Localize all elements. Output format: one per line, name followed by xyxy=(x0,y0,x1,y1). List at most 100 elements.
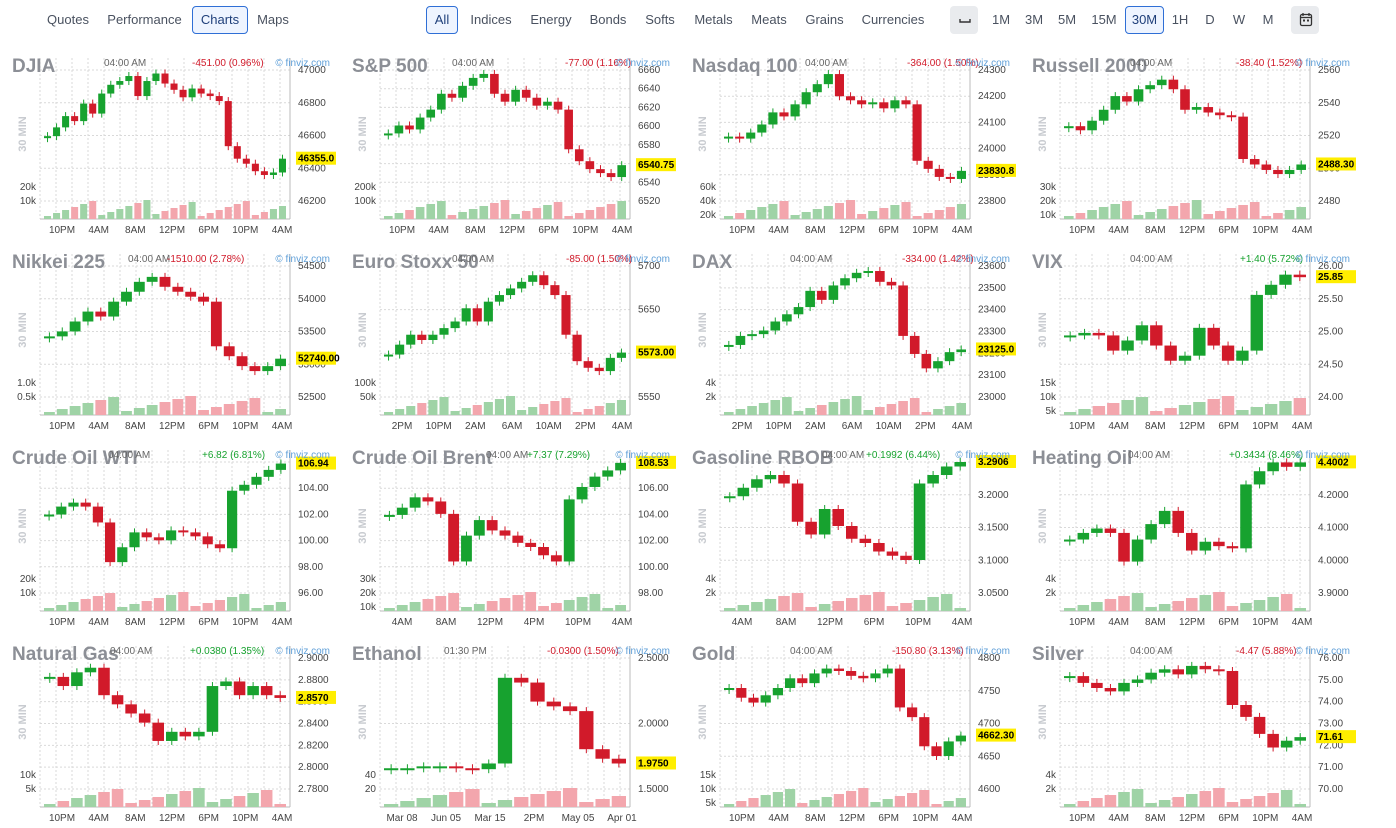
price-chart[interactable]: 4800 4750 4700 4650 4600 15k 10k 5k 10PM 4AM 8AM 12… xyxy=(680,632,1020,828)
timeframe-m[interactable]: M xyxy=(1262,12,1274,27)
chart-title[interactable]: VIX xyxy=(1032,252,1063,273)
price-chart[interactable]: 66606640662066006580656065406520200k100k… xyxy=(340,44,680,240)
volume-tick-label: 10k xyxy=(1040,210,1057,221)
chart-title[interactable]: Gold xyxy=(692,644,736,665)
chart-panel[interactable]: 24300242002410024000239002380060k40k20k1… xyxy=(680,44,1020,240)
brand-link[interactable]: © finviz.com xyxy=(955,450,1010,461)
brand-link[interactable]: © finviz.com xyxy=(615,58,670,69)
group-indices[interactable]: Indices xyxy=(470,12,512,27)
brand-link[interactable]: © finviz.com xyxy=(1295,450,1350,461)
group-all[interactable]: All xyxy=(426,6,458,34)
y-tick-label: 96.00 xyxy=(298,588,323,599)
group-bonds[interactable]: Bonds xyxy=(589,12,627,27)
chart-panel[interactable]: 106.00104.00102.00100.0098.0096.0020k10k… xyxy=(0,436,340,632)
chart-title[interactable]: DAX xyxy=(692,252,733,273)
tab-charts[interactable]: Charts xyxy=(192,6,248,34)
price-chart[interactable]: 2.90002.88002.86002.84002.82002.80002.78… xyxy=(0,632,340,828)
tab-performance[interactable]: Performance xyxy=(107,12,182,27)
chart-panel[interactable]: 4.30004.20004.10004.00003.90004k2k10PM4A… xyxy=(1020,436,1360,632)
brand-link[interactable]: © finviz.com xyxy=(275,254,330,265)
group-softs[interactable]: Softs xyxy=(645,12,675,27)
chart-panel[interactable]: 76.00 75.00 74.00 73.00 72.00 71.00 70.00 4k 2k 1… xyxy=(1020,632,1360,828)
price-chart[interactable]: 5700565056005550100k50k2PM10PM2AM6AM10AM… xyxy=(340,240,680,436)
group-metals[interactable]: Metals xyxy=(694,12,733,27)
brand-link[interactable]: © finviz.com xyxy=(1295,58,1350,69)
chart-title[interactable]: Gasoline RBOB xyxy=(692,448,834,469)
tab-maps[interactable]: Maps xyxy=(257,12,289,27)
candle xyxy=(956,170,966,179)
brand-link[interactable]: © finviz.com xyxy=(1295,646,1350,657)
chart-title[interactable]: Natural Gas xyxy=(12,644,119,665)
chart-panel[interactable]: 54500 54000 53500 53000 52500 1.0k 0.5k 10PM 4AM… xyxy=(0,240,340,436)
price-chart[interactable]: 26.00 25.50 25.00 24.50 24.00 15k 10k 5k 10PM 4AM… xyxy=(1020,240,1360,436)
chart-title[interactable]: Euro Stoxx 50 xyxy=(352,252,479,273)
brand-link[interactable]: © finviz.com xyxy=(955,254,1010,265)
candle xyxy=(1131,679,1144,683)
chart-panel[interactable]: 26.00 25.50 25.00 24.50 24.00 15k 10k 5k 10PM 4AM… xyxy=(1020,240,1360,436)
timeframe-d[interactable]: D xyxy=(1205,12,1215,27)
brand-link[interactable]: © finviz.com xyxy=(275,646,330,657)
price-chart[interactable]: 76.00 75.00 74.00 73.00 72.00 71.00 70.00 4k 2k 1… xyxy=(1020,632,1360,828)
candle xyxy=(886,281,897,286)
chart-panel[interactable]: 47000 46800 46600 46400 46200 20k 10k 10PM 4AM 8A… xyxy=(0,44,340,240)
chart-panel[interactable]: 66606640662066006580656065406520200k100k… xyxy=(340,44,680,240)
x-tick-label: 4AM xyxy=(1292,617,1313,628)
x-tick-label: 6PM xyxy=(864,617,885,628)
timeframe-3m[interactable]: 3M xyxy=(1024,12,1044,27)
price-chart[interactable]: 2.5000 2.0000 1.5000 40 20 Mar 08 Jun 05 Mar 15… xyxy=(340,632,680,828)
chart-panel[interactable]: 5700565056005550100k50k2PM10PM2AM6AM10AM… xyxy=(340,240,680,436)
chart-panel[interactable]: 2.90002.88002.86002.84002.82002.80002.78… xyxy=(0,632,340,828)
chart-title[interactable]: S&P 500 xyxy=(352,56,428,77)
chart-panel[interactable]: 3.25003.20003.15003.10003.05004k2k4AM8AM… xyxy=(680,436,1020,632)
price-chart[interactable]: 108.00106.00104.00102.00100.0098.0030k20… xyxy=(340,436,680,632)
chart-panel[interactable]: 4800 4750 4700 4650 4600 15k 10k 5k 10PM 4AM 8AM 12… xyxy=(680,632,1020,828)
group-energy[interactable]: Energy xyxy=(530,12,572,27)
chart-panel[interactable]: 2560254025202500248030k20k10k10PM4AM8AM1… xyxy=(1020,44,1360,240)
last-price: 52740.00 xyxy=(298,354,340,365)
price-chart[interactable]: 47000 46800 46600 46400 46200 20k 10k 10PM 4AM 8A… xyxy=(0,44,340,240)
timeframe-5m[interactable]: 5M xyxy=(1057,12,1077,27)
timeframe-w[interactable]: W xyxy=(1232,12,1246,27)
chart-panel[interactable]: 108.00106.00104.00102.00100.0098.0030k20… xyxy=(340,436,680,632)
chart-title[interactable]: Heating Oil xyxy=(1032,448,1133,469)
price-chart[interactable]: 54500 54000 53500 53000 52500 1.0k 0.5k 10PM 4AM… xyxy=(0,240,340,436)
group-meats[interactable]: Meats xyxy=(751,12,787,27)
brand-link[interactable]: © finviz.com xyxy=(955,646,1010,657)
price-badge xyxy=(1316,730,1356,744)
spacer-icon[interactable] xyxy=(950,6,978,34)
brand-link[interactable]: © finviz.com xyxy=(275,450,330,461)
chart-title[interactable]: Silver xyxy=(1032,644,1084,665)
candle xyxy=(62,116,70,128)
tab-quotes[interactable]: Quotes xyxy=(47,12,89,27)
chart-title[interactable]: Ethanol xyxy=(352,644,422,665)
chart-title[interactable]: Crude Oil Brent xyxy=(352,448,493,469)
timeframe-30m[interactable]: 30M xyxy=(1125,6,1164,34)
brand-link[interactable]: © finviz.com xyxy=(275,58,330,69)
calendar-icon[interactable] xyxy=(1291,6,1319,34)
price-chart[interactable]: 106.00104.00102.00100.0098.0096.0020k10k… xyxy=(0,436,340,632)
group-grains[interactable]: Grains xyxy=(805,12,844,27)
timeframe-15m[interactable]: 15M xyxy=(1091,12,1117,27)
chart-panel[interactable]: 2.5000 2.0000 1.5000 40 20 Mar 08 Jun 05 Mar 15… xyxy=(340,632,680,828)
price-chart[interactable]: 24300242002410024000239002380060k40k20k1… xyxy=(680,44,1020,240)
brand-link[interactable]: © finviz.com xyxy=(955,58,1010,69)
group-currencies[interactable]: Currencies xyxy=(861,12,925,27)
chart-title[interactable]: Nasdaq 100 xyxy=(692,56,798,77)
brand-link[interactable]: © finviz.com xyxy=(615,646,670,657)
candle xyxy=(44,136,52,139)
price-chart[interactable]: 236002350023400233002320023100230004k2k2… xyxy=(680,240,1020,436)
chart-title[interactable]: DJIA xyxy=(12,56,56,77)
chart-panel[interactable]: 236002350023400233002320023100230004k2k2… xyxy=(680,240,1020,436)
timeframe-1h[interactable]: 1H xyxy=(1171,12,1189,27)
brand-link[interactable]: © finviz.com xyxy=(1295,254,1350,265)
chart-title[interactable]: Crude Oil WTI xyxy=(12,448,138,469)
chart-title[interactable]: Russell 2000 xyxy=(1032,56,1148,77)
chart-timestamp: 04:00 AM xyxy=(1130,58,1173,69)
price-chart[interactable]: 4.30004.20004.10004.00003.90004k2k10PM4A… xyxy=(1020,436,1360,632)
price-chart[interactable]: 2560254025202500248030k20k10k10PM4AM8AM1… xyxy=(1020,44,1360,240)
brand-link[interactable]: © finviz.com xyxy=(615,254,670,265)
timeframe-1m[interactable]: 1M xyxy=(991,12,1011,27)
price-chart[interactable]: 3.25003.20003.15003.10003.05004k2k4AM8AM… xyxy=(680,436,1020,632)
chart-title[interactable]: Nikkei 225 xyxy=(12,252,105,273)
brand-link[interactable]: © finviz.com xyxy=(615,450,670,461)
